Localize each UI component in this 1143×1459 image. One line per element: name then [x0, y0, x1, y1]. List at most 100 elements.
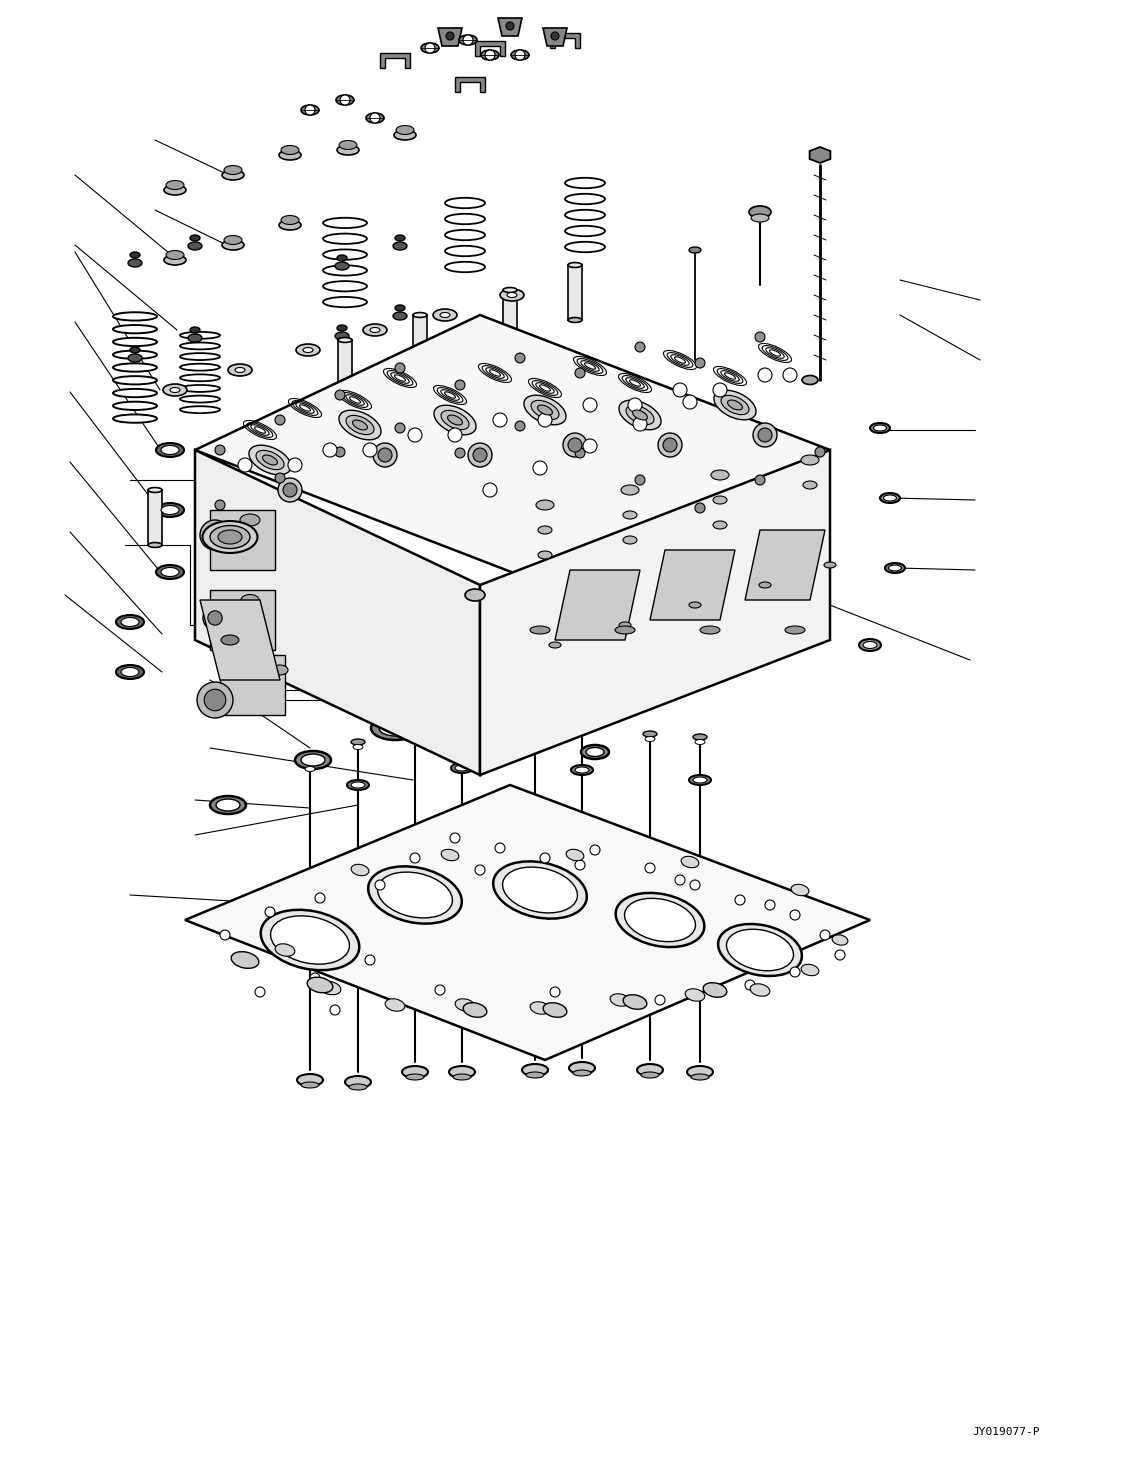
- Circle shape: [206, 527, 224, 544]
- Ellipse shape: [455, 765, 469, 770]
- Polygon shape: [543, 28, 567, 47]
- Ellipse shape: [393, 242, 407, 249]
- Ellipse shape: [455, 999, 474, 1011]
- Ellipse shape: [128, 260, 142, 267]
- Ellipse shape: [751, 214, 769, 222]
- Circle shape: [315, 893, 325, 903]
- Ellipse shape: [395, 235, 405, 241]
- Ellipse shape: [441, 410, 469, 429]
- Ellipse shape: [530, 731, 539, 737]
- Circle shape: [563, 433, 588, 457]
- Ellipse shape: [863, 642, 877, 648]
- Ellipse shape: [884, 495, 896, 500]
- Ellipse shape: [689, 775, 711, 785]
- Ellipse shape: [801, 455, 820, 465]
- Ellipse shape: [130, 347, 139, 353]
- Ellipse shape: [463, 1002, 487, 1017]
- Bar: [503, 290, 517, 344]
- Ellipse shape: [880, 493, 900, 503]
- Circle shape: [695, 503, 705, 514]
- Circle shape: [815, 446, 825, 457]
- Circle shape: [373, 444, 397, 467]
- Circle shape: [310, 973, 320, 983]
- Ellipse shape: [163, 384, 187, 395]
- Ellipse shape: [121, 617, 139, 626]
- Ellipse shape: [610, 994, 630, 1007]
- Ellipse shape: [703, 983, 727, 998]
- Ellipse shape: [801, 964, 818, 976]
- Polygon shape: [195, 315, 830, 585]
- Ellipse shape: [580, 683, 600, 693]
- Ellipse shape: [445, 231, 485, 241]
- Ellipse shape: [351, 740, 365, 746]
- Circle shape: [735, 894, 745, 905]
- Ellipse shape: [566, 849, 584, 861]
- Circle shape: [663, 438, 677, 452]
- Ellipse shape: [511, 50, 529, 60]
- Circle shape: [756, 333, 765, 341]
- Ellipse shape: [713, 496, 727, 503]
- Ellipse shape: [371, 716, 419, 740]
- Ellipse shape: [305, 766, 315, 772]
- Ellipse shape: [632, 410, 647, 420]
- Ellipse shape: [202, 521, 257, 553]
- Circle shape: [450, 833, 459, 843]
- Circle shape: [836, 950, 845, 960]
- Circle shape: [539, 854, 550, 864]
- Circle shape: [363, 444, 377, 457]
- Text: JY019077-P: JY019077-P: [972, 1427, 1040, 1437]
- Ellipse shape: [366, 112, 384, 123]
- Ellipse shape: [155, 503, 184, 516]
- Ellipse shape: [459, 35, 477, 45]
- Polygon shape: [219, 655, 285, 715]
- Ellipse shape: [434, 406, 477, 435]
- Ellipse shape: [449, 1067, 475, 1078]
- Circle shape: [713, 384, 727, 397]
- Ellipse shape: [693, 734, 708, 740]
- Circle shape: [335, 390, 345, 400]
- Ellipse shape: [113, 414, 157, 423]
- Circle shape: [463, 35, 473, 45]
- Circle shape: [238, 458, 251, 473]
- Ellipse shape: [750, 983, 770, 996]
- Circle shape: [583, 398, 597, 411]
- Ellipse shape: [303, 347, 313, 353]
- Circle shape: [283, 483, 297, 498]
- Ellipse shape: [261, 910, 359, 970]
- Ellipse shape: [161, 568, 179, 576]
- Circle shape: [205, 689, 226, 711]
- Ellipse shape: [888, 565, 902, 570]
- Ellipse shape: [113, 376, 157, 384]
- Ellipse shape: [451, 763, 473, 773]
- Ellipse shape: [235, 368, 245, 372]
- Ellipse shape: [804, 481, 817, 489]
- Ellipse shape: [179, 331, 219, 338]
- Ellipse shape: [113, 338, 157, 346]
- Ellipse shape: [179, 343, 219, 349]
- Polygon shape: [480, 449, 830, 775]
- Ellipse shape: [281, 146, 299, 155]
- Ellipse shape: [623, 995, 647, 1010]
- Ellipse shape: [445, 198, 485, 209]
- Ellipse shape: [441, 849, 458, 861]
- Ellipse shape: [860, 639, 881, 651]
- Ellipse shape: [222, 239, 243, 249]
- Ellipse shape: [240, 514, 259, 527]
- Circle shape: [695, 357, 705, 368]
- Ellipse shape: [695, 740, 705, 744]
- Ellipse shape: [573, 1069, 591, 1075]
- Ellipse shape: [155, 565, 184, 579]
- Ellipse shape: [531, 400, 559, 420]
- Ellipse shape: [445, 214, 485, 225]
- Ellipse shape: [714, 390, 756, 420]
- Ellipse shape: [279, 150, 301, 160]
- Ellipse shape: [453, 1074, 471, 1080]
- Ellipse shape: [121, 668, 139, 677]
- Ellipse shape: [493, 861, 586, 919]
- Bar: [213, 465, 227, 519]
- Ellipse shape: [528, 727, 542, 732]
- Polygon shape: [650, 550, 735, 620]
- Ellipse shape: [700, 626, 720, 635]
- Ellipse shape: [549, 642, 561, 648]
- Circle shape: [375, 880, 385, 890]
